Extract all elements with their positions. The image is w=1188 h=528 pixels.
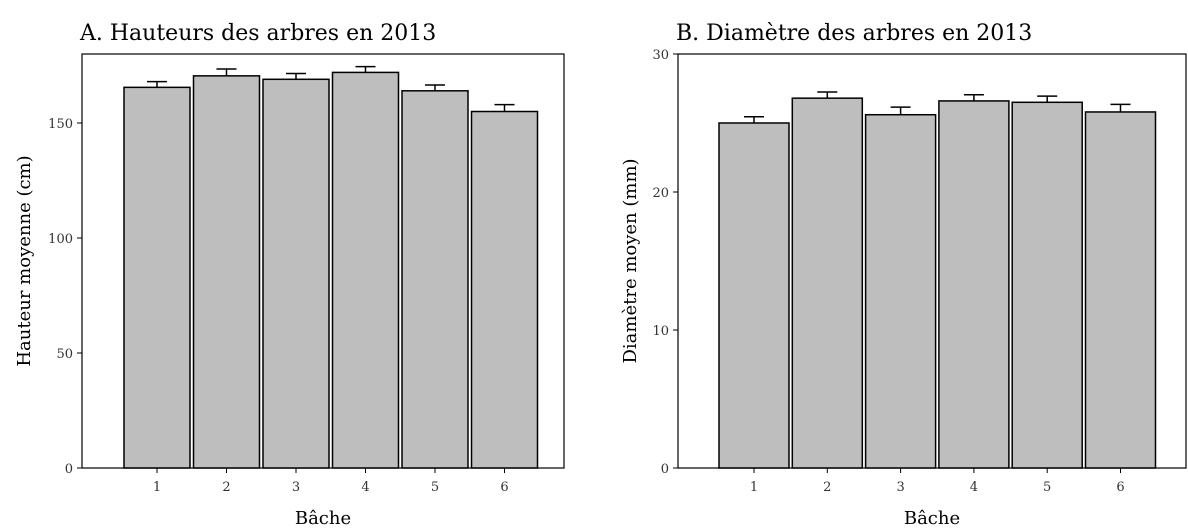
error-bars bbox=[744, 91, 1131, 123]
y-ticks: 0 10 20 30 bbox=[652, 48, 678, 477]
y-tick-label: 30 bbox=[652, 48, 669, 63]
chart-title: A. Hauteurs des arbres en 2013 bbox=[79, 21, 436, 46]
bar-4 bbox=[331, 71, 400, 469]
bar-6 bbox=[470, 110, 539, 469]
y-tick-label: 20 bbox=[652, 186, 669, 201]
x-tick-label: 1 bbox=[750, 480, 758, 495]
error-bars bbox=[147, 65, 515, 112]
x-tick-label: 3 bbox=[292, 480, 300, 495]
x-axis-label: Bâche bbox=[295, 508, 351, 528]
chart-title: B. Diamètre des arbres en 2013 bbox=[676, 21, 1032, 46]
x-tick-label: 1 bbox=[153, 480, 161, 495]
x-tick-label: 3 bbox=[896, 480, 904, 495]
x-tick-label: 4 bbox=[361, 480, 369, 495]
x-tick-label: 6 bbox=[500, 480, 508, 495]
bar-4 bbox=[938, 100, 1010, 469]
y-tick-label: 10 bbox=[652, 324, 669, 339]
x-ticks: 1 2 3 4 5 6 bbox=[153, 468, 509, 495]
bar-2 bbox=[192, 75, 261, 469]
y-axis-label: Diamètre moyen (mm) bbox=[620, 158, 641, 363]
bar-1 bbox=[123, 86, 191, 469]
bar-5 bbox=[401, 90, 469, 469]
y-ticks: 0 50 100 150 bbox=[48, 117, 82, 477]
y-tick-label: 0 bbox=[65, 462, 73, 477]
y-axis-label: Hauteur moyenne (cm) bbox=[14, 155, 35, 366]
x-tick-label: 5 bbox=[1043, 480, 1051, 495]
bars bbox=[718, 97, 1157, 469]
y-tick-label: 0 bbox=[661, 462, 669, 477]
panel-diametre: B. Diamètre des arbres en 2013 Bâche Dia… bbox=[620, 21, 1187, 528]
panel-hauteurs: A. Hauteurs des arbres en 2013 Bâche Hau… bbox=[14, 21, 565, 528]
bar-3 bbox=[262, 78, 330, 469]
x-tick-label: 5 bbox=[431, 480, 439, 495]
x-tick-label: 6 bbox=[1116, 480, 1124, 495]
bar-5 bbox=[1011, 101, 1083, 469]
x-ticks: 1 2 3 4 5 6 bbox=[750, 468, 1125, 495]
y-tick-label: 100 bbox=[48, 232, 73, 247]
bar-1 bbox=[718, 122, 790, 469]
bars bbox=[123, 71, 539, 469]
bar-6 bbox=[1084, 111, 1157, 469]
bar-2 bbox=[791, 97, 864, 469]
bar-3 bbox=[864, 113, 937, 469]
x-tick-label: 4 bbox=[970, 480, 978, 495]
y-tick-label: 150 bbox=[48, 117, 73, 132]
y-tick-label: 50 bbox=[56, 347, 73, 362]
x-axis-label: Bâche bbox=[904, 508, 960, 528]
x-tick-label: 2 bbox=[823, 480, 831, 495]
x-tick-label: 2 bbox=[222, 480, 230, 495]
